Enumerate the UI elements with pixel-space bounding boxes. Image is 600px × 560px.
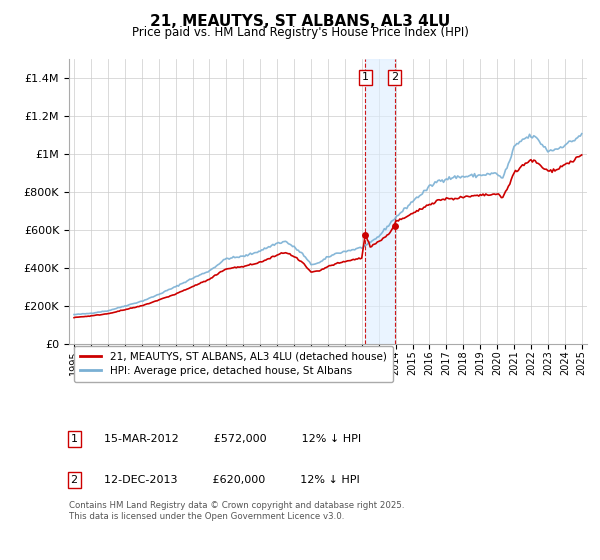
Text: Contains HM Land Registry data © Crown copyright and database right 2025.
This d: Contains HM Land Registry data © Crown c…	[69, 501, 404, 521]
Text: 12-DEC-2013          £620,000          12% ↓ HPI: 12-DEC-2013 £620,000 12% ↓ HPI	[97, 475, 360, 486]
Text: 1: 1	[362, 72, 369, 82]
Text: 2: 2	[71, 475, 78, 486]
Text: 21, MEAUTYS, ST ALBANS, AL3 4LU: 21, MEAUTYS, ST ALBANS, AL3 4LU	[150, 14, 450, 29]
Text: 1: 1	[71, 435, 77, 445]
Text: Price paid vs. HM Land Registry's House Price Index (HPI): Price paid vs. HM Land Registry's House …	[131, 26, 469, 39]
Legend: 21, MEAUTYS, ST ALBANS, AL3 4LU (detached house), HPI: Average price, detached h: 21, MEAUTYS, ST ALBANS, AL3 4LU (detache…	[74, 346, 393, 382]
Bar	[365, 59, 395, 344]
Text: 15-MAR-2012          £572,000          12% ↓ HPI: 15-MAR-2012 £572,000 12% ↓ HPI	[97, 435, 362, 445]
Text: 2: 2	[391, 72, 398, 82]
